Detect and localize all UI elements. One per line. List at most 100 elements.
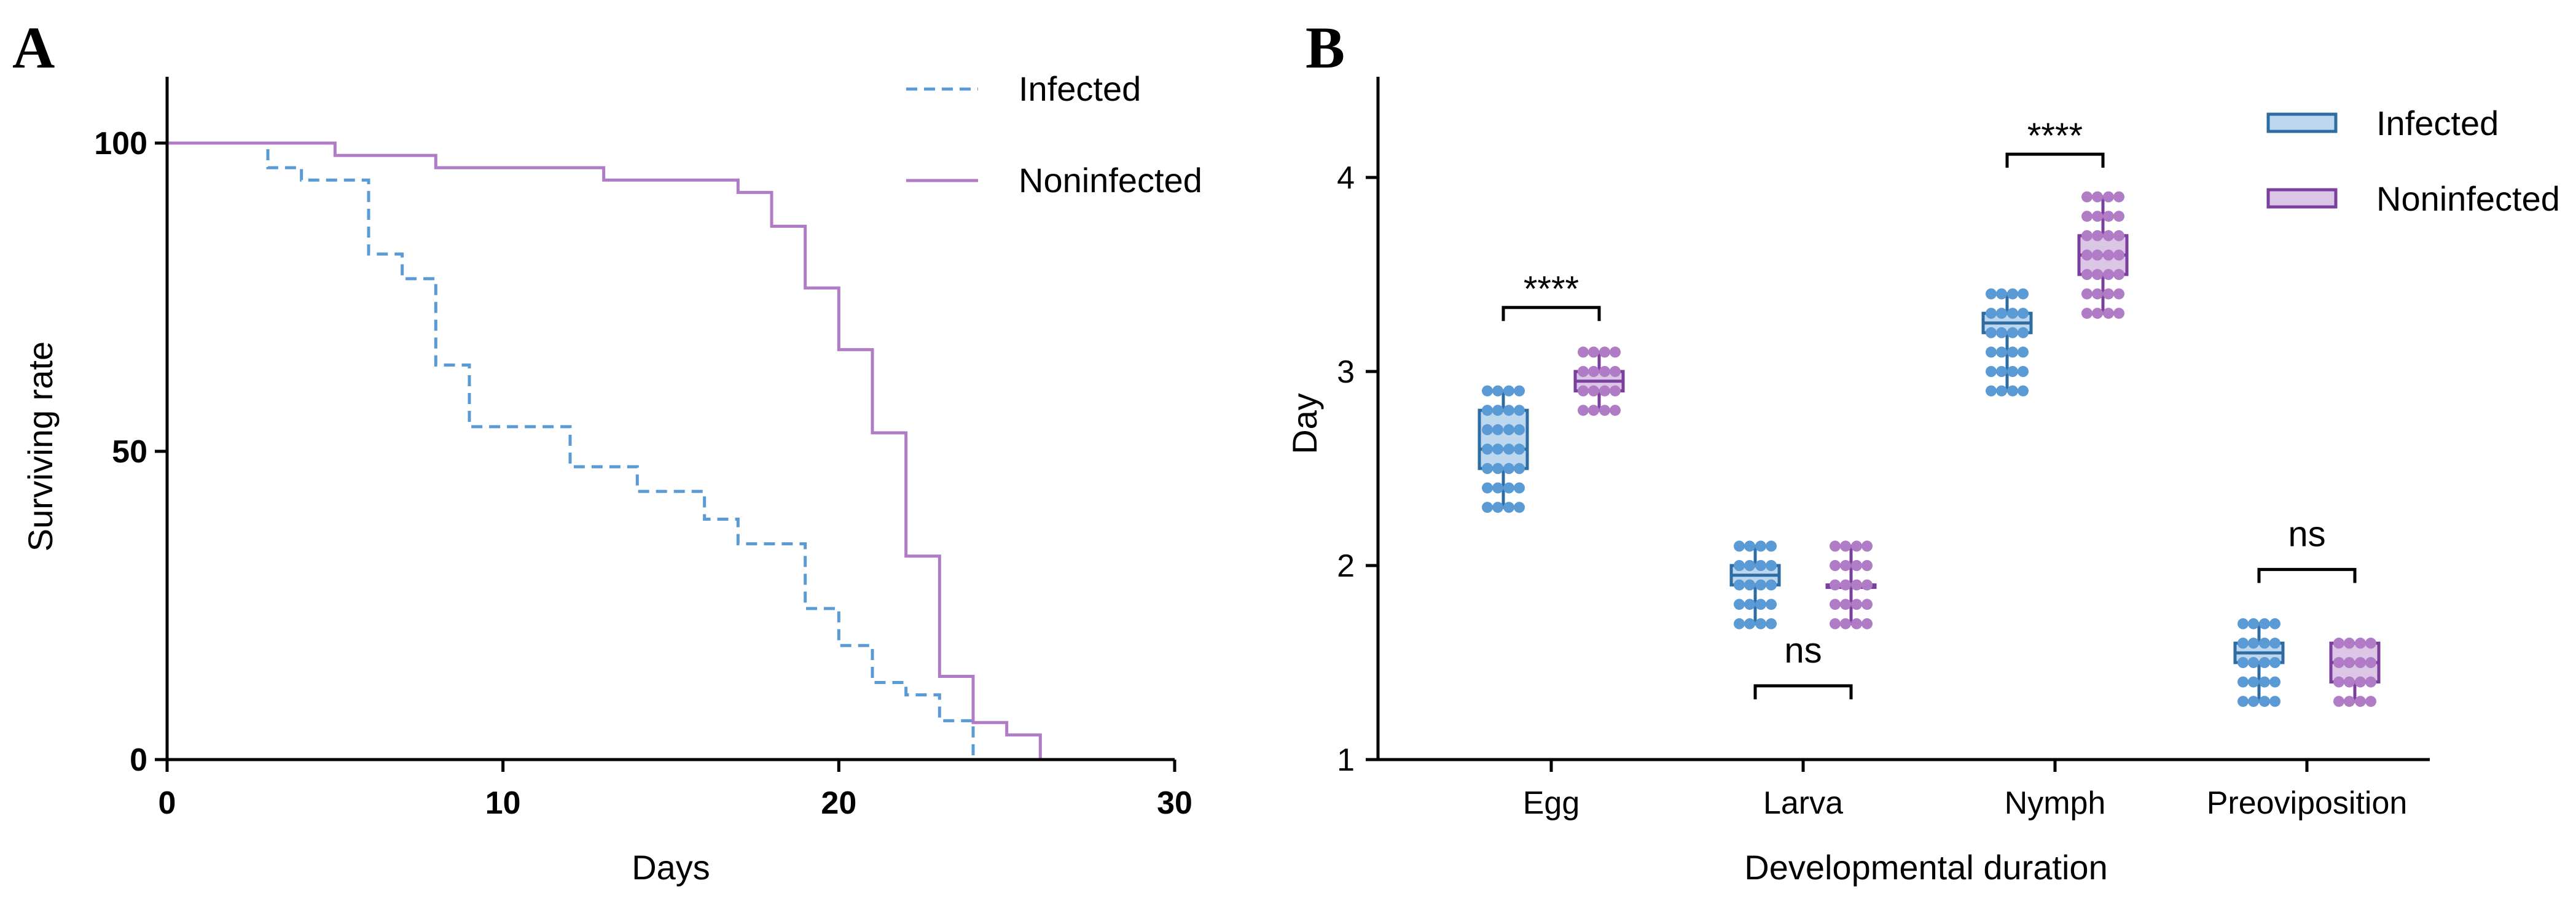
data-point <box>2113 249 2124 261</box>
data-point <box>2092 230 2103 241</box>
box-nymph-noninfected <box>2077 191 2129 319</box>
x-tick-label: Egg <box>1523 785 1580 821</box>
box-preoviposition-infected <box>2233 618 2285 707</box>
data-point <box>1996 327 2007 338</box>
data-point <box>1578 405 1589 416</box>
box-egg-infected <box>1478 385 1529 513</box>
data-point <box>1734 599 1745 610</box>
legend-noninfected-label: Noninfected <box>2376 179 2560 218</box>
data-point <box>2113 230 2124 241</box>
data-point <box>2103 288 2114 300</box>
data-point <box>2018 288 2029 300</box>
x-tick-label: Larva <box>1763 785 1843 821</box>
panel-b-legend: Infected Noninfected <box>2266 104 2560 218</box>
data-point <box>1830 579 1841 591</box>
data-point <box>2237 637 2249 649</box>
y-tick-label: 50 <box>112 434 147 470</box>
data-point <box>1755 599 1766 610</box>
data-point <box>2344 676 2355 688</box>
data-point <box>1851 599 1862 610</box>
data-point <box>2355 696 2366 707</box>
x-tick-label: 20 <box>821 785 856 821</box>
data-point <box>2237 657 2249 668</box>
data-point <box>2113 191 2124 203</box>
legend-infected-label: Infected <box>1019 69 1141 108</box>
data-point <box>2018 366 2029 377</box>
data-point <box>2018 385 2029 397</box>
data-point <box>1610 346 1621 358</box>
data-point <box>1755 618 1766 629</box>
data-point <box>2113 211 2124 222</box>
data-point <box>2344 637 2355 649</box>
panel-a-ticks: 0 10 20 30 0 50 100 <box>94 126 1192 821</box>
data-point <box>2092 249 2103 261</box>
significance-bracket <box>2257 567 2357 583</box>
data-point <box>1851 540 1862 552</box>
data-point <box>2259 618 2270 629</box>
legend-noninfected-swatch <box>2266 188 2338 209</box>
data-point <box>1514 424 1525 435</box>
x-tick-label: 30 <box>1157 785 1192 821</box>
data-point <box>2081 230 2093 241</box>
data-point <box>2365 676 2376 688</box>
data-point <box>1610 366 1621 377</box>
data-point <box>2103 230 2114 241</box>
data-point <box>1503 385 1514 397</box>
data-point <box>1599 385 1610 397</box>
data-point <box>2259 637 2270 649</box>
data-point <box>1492 424 1503 435</box>
data-point <box>2259 676 2270 688</box>
data-point <box>2269 676 2280 688</box>
data-point <box>1986 385 1997 397</box>
data-point <box>1744 618 1755 629</box>
data-point <box>1588 405 1599 416</box>
data-point <box>1851 560 1862 571</box>
data-point <box>2007 288 2018 300</box>
panel-b-annotations: **** ns **** ns <box>1501 116 2357 699</box>
significance-larva: ns <box>1753 631 1853 699</box>
y-tick-label: 3 <box>1337 354 1355 390</box>
data-point <box>1996 288 2007 300</box>
data-point <box>1482 463 1493 474</box>
data-point <box>1830 599 1841 610</box>
significance-label: **** <box>2027 116 2083 156</box>
panel-b-ticks: 1 2 3 4 Egg Larva Nymph Preoviposition <box>1337 160 2407 821</box>
data-point <box>2007 308 2018 319</box>
panel-b-x-axis-label: Developmental duration <box>1744 848 2107 887</box>
data-point <box>2259 696 2270 707</box>
legend-infected-swatch <box>2266 112 2338 133</box>
panel-a-series-group <box>167 141 1042 760</box>
data-point <box>1986 346 1997 358</box>
data-point <box>2092 269 2103 280</box>
data-point <box>1734 560 1745 571</box>
significance-bracket <box>2005 152 2105 168</box>
data-point <box>1766 599 1777 610</box>
data-point <box>2237 618 2249 629</box>
data-point <box>1503 424 1514 435</box>
data-point <box>1492 443 1503 455</box>
data-point <box>1755 540 1766 552</box>
x-tick-label: 10 <box>485 785 521 821</box>
legend-infected-label: Infected <box>2376 104 2499 142</box>
data-point <box>1514 405 1525 416</box>
data-point <box>1996 308 2007 319</box>
y-tick-label: 4 <box>1337 160 1355 196</box>
data-point <box>1840 540 1851 552</box>
data-point <box>1996 366 2007 377</box>
data-point <box>1996 385 2007 397</box>
data-point <box>1766 540 1777 552</box>
data-point <box>1986 366 1997 377</box>
significance-preoviposition: ns <box>2257 514 2357 583</box>
data-point <box>2081 211 2093 222</box>
y-tick-label: 1 <box>1337 742 1355 778</box>
data-point <box>1734 579 1745 591</box>
data-point <box>2248 696 2259 707</box>
data-point <box>2113 308 2124 319</box>
data-point <box>1744 579 1755 591</box>
data-point <box>1862 579 1873 591</box>
series-noninfected-line <box>167 141 1042 760</box>
data-point <box>1766 618 1777 629</box>
significance-label: **** <box>1524 270 1579 309</box>
box-iqr <box>1478 408 1529 470</box>
